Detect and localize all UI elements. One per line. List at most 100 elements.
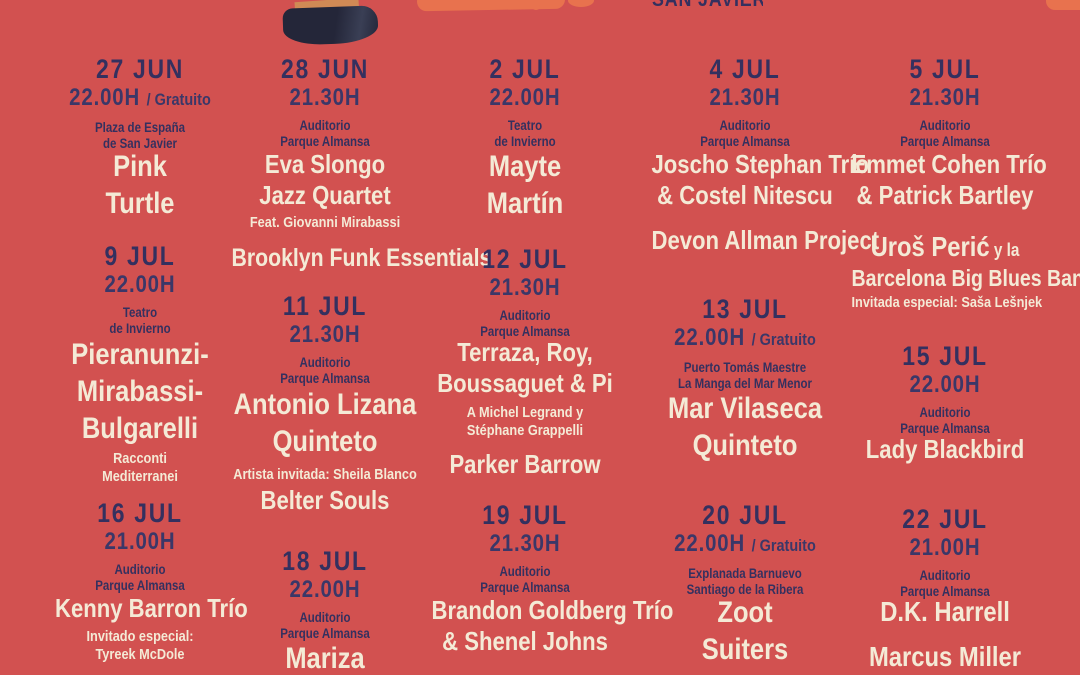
event-date: 2 JUL: [489, 54, 561, 84]
artist-name-suffix: y la: [989, 240, 1020, 260]
event-date: 28 JUN: [280, 54, 370, 84]
artist-kenny-barron-trio: Kenny Barron Trío: [40, 593, 248, 624]
artist-name: Quinteto: [692, 429, 798, 462]
venue-line: Santiago de la Ribera: [686, 582, 804, 597]
event-date: 27 JUN: [95, 54, 185, 84]
event-5jul-header: 5 JUL 21.30H Auditorio Parque Almansa: [835, 56, 1055, 150]
venue-line: Plaza de España: [95, 120, 185, 135]
event-date: 15 JUL: [902, 341, 988, 371]
event-time: 21.00H: [104, 528, 176, 555]
artist-name: Jazz Quartet: [259, 180, 391, 210]
event-date: 12 JUL: [482, 244, 568, 274]
event-venue: Explanada Barnuevo Santiago de la Ribera: [635, 566, 855, 598]
artist-zoot-suiters: Zoot Suiters: [635, 594, 855, 668]
artist-name: Terraza, Roy,: [457, 337, 593, 367]
event-20jul-header: 20 JUL 22.00H / Gratuito Explanada Barnu…: [635, 502, 855, 598]
artist-name: Mirabassi-: [76, 375, 204, 408]
venue-line: Auditorio: [919, 405, 971, 420]
venue-line: Auditorio: [499, 564, 551, 579]
event-27jun-header: 27 JUN 22.00H / Gratuito Plaza de España…: [40, 56, 240, 152]
event-16jul-header: 16 JUL 21.00H Auditorio Parque Almansa: [40, 500, 240, 594]
artist-mariza: Mariza: [215, 640, 435, 675]
event-venue: Puerto Tomás Maestre La Manga del Mar Me…: [635, 360, 855, 392]
venue-line: Parque Almansa: [480, 324, 570, 339]
event-venue: Auditorio Parque Almansa: [415, 564, 635, 596]
event-12jul-header: 12 JUL 21.30H Auditorio Parque Almansa: [415, 246, 635, 340]
artist-terraza-roy-boussaguet-pi: Terraza, Roy, Boussaguet & Pi: [415, 337, 635, 399]
artist-name: Mariza: [285, 642, 365, 675]
venue-line: de San Javier: [102, 136, 178, 151]
venue-line: Parque Almansa: [480, 580, 570, 595]
event-date: 13 JUL: [702, 294, 788, 324]
artist-name: D.K. Harrell: [880, 596, 1010, 627]
artist-name: Pieranunzi-: [71, 338, 209, 371]
artist-note-line: Racconti: [113, 450, 167, 467]
artist-emmet-cohen-patrick-bartley: Emmet Cohen Trío & Patrick Bartley: [835, 149, 1055, 211]
schedule-column-4: 4 JUL 21.30H Auditorio Parque Almansa Jo…: [635, 0, 880, 675]
event-2jul-header: 2 JUL 22.00H Teatro de Invierno: [415, 56, 635, 150]
event-venue: Plaza de España de San Javier: [40, 120, 240, 152]
venue-line: La Manga del Mar Menor: [678, 376, 812, 391]
artist-note-legrand-grappelli: A Michel Legrand y Stéphane Grappelli: [415, 404, 635, 440]
time-value: 22.00H: [674, 530, 746, 557]
corner-accent-shape: [1046, 0, 1080, 10]
venue-line: Auditorio: [919, 118, 971, 133]
artist-name: Uroš Perić y la: [852, 232, 1039, 265]
logo-accent-shape: [568, 0, 594, 7]
event-venue: Auditorio Parque Almansa: [635, 118, 855, 150]
artist-joscho-stephan-costel-nitescu: Joscho Stephan Trío & Costel Nitescu: [635, 149, 869, 211]
artist-name: & Patrick Bartley: [856, 180, 1034, 210]
venue-line: Parque Almansa: [95, 578, 185, 593]
festival-logo-fragment: SAN JAVIER: [643, 0, 763, 11]
artist-name: Parker Barrow: [449, 449, 601, 479]
event-date: 19 JUL: [482, 500, 568, 530]
venue-line: Auditorio: [299, 610, 351, 625]
artist-name: Martín: [486, 187, 564, 220]
event-time: 21.30H: [709, 84, 781, 111]
artist-eva-slongo: Eva Slongo Jazz Quartet Feat. Giovanni M…: [215, 149, 435, 232]
event-venue: Auditorio Parque Almansa: [40, 562, 240, 594]
schedule-column-1: 27 JUN 22.00H / Gratuito Plaza de España…: [40, 0, 248, 675]
gratuito-label: / Gratuito: [751, 536, 816, 555]
artist-lady-blackbird: Lady Blackbird: [835, 434, 1055, 465]
artist-name: Zoot: [717, 596, 773, 629]
artist-name: Suiters: [701, 633, 789, 666]
venue-line: Explanada Barnuevo: [688, 566, 802, 581]
artist-name: Turtle: [105, 187, 175, 220]
venue-line: Teatro: [122, 305, 158, 320]
artist-belter-souls: Belter Souls: [215, 485, 435, 516]
time-value: 22.00H: [69, 84, 141, 111]
artist-name: Kenny Barron Trío: [55, 593, 248, 623]
artist-note-line: Invitado especial:: [86, 628, 194, 645]
event-venue: Teatro de Invierno: [40, 305, 240, 337]
event-9jul-header: 9 JUL 22.00H Teatro de Invierno: [40, 243, 240, 337]
artist-name: Quinteto: [272, 425, 378, 458]
artist-name: Lady Blackbird: [865, 434, 1025, 464]
artist-name: Brandon Goldberg Trío: [431, 595, 674, 625]
event-11jul-header: 11 JUL 21.30H Auditorio Parque Almansa: [215, 293, 435, 387]
event-date: 4 JUL: [709, 54, 781, 84]
time-value: 22.00H: [674, 324, 746, 351]
artist-name: Devon Allman Project: [651, 225, 880, 255]
artist-dk-harrell: D.K. Harrell: [835, 596, 1055, 627]
venue-line: Auditorio: [919, 568, 971, 583]
artist-name: Mayte: [488, 150, 562, 183]
venue-line: de Invierno: [109, 321, 171, 336]
artist-pieranunzi-mirabassi-bulgarelli: Pieranunzi- Mirabassi- Bulgarelli: [40, 336, 240, 447]
artist-uros-peric-barcelona-big-blues-band: Uroš Perić y la Barcelona Big Blues Band…: [835, 232, 1080, 312]
artist-note-line: Feat. Giovanni Mirabassi: [249, 214, 401, 231]
event-time: 22.00H: [909, 371, 981, 398]
artist-name: Bulgarelli: [81, 412, 199, 445]
artist-note-line: Stéphane Grappelli: [466, 422, 584, 439]
event-time: 22.00H: [104, 271, 176, 298]
event-time: 21.30H: [289, 321, 361, 348]
gratuito-label: / Gratuito: [146, 90, 211, 109]
artist-name: Mar Vilaseca: [667, 392, 823, 425]
event-venue: Auditorio Parque Almansa: [215, 118, 435, 150]
venue-line: Parque Almansa: [700, 134, 790, 149]
event-time: 22.00H: [489, 84, 561, 111]
venue-line: Auditorio: [499, 308, 551, 323]
artist-antonio-lizana: Antonio Lizana Quinteto Artista invitada…: [215, 386, 435, 484]
artist-note-racconti: Racconti Mediterranei: [40, 450, 240, 486]
